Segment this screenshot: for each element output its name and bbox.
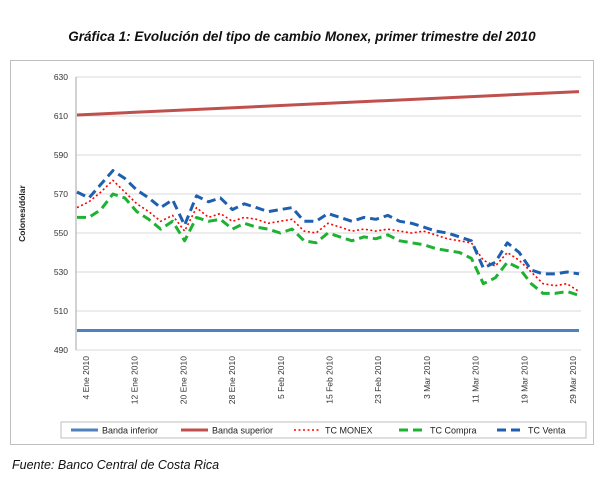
y-tick-label: 630 [54, 72, 68, 82]
x-tick-label: 20 Ene 2010 [178, 356, 188, 404]
y-axis-ticks: 490 510 530 550 570 590 610 630 [54, 72, 68, 355]
y-tick-label: 610 [54, 111, 68, 121]
x-tick-label: 29 Mar 2010 [568, 356, 578, 404]
legend-box [60, 421, 587, 439]
x-tick-label: 19 Mar 2010 [519, 356, 529, 404]
series-line-banda-superior [76, 90, 580, 117]
x-tick-label: 28 Ene 2010 [227, 356, 237, 404]
x-tick-label: 12 Ene 2010 [130, 356, 140, 404]
source-note: Fuente: Banco Central de Costa Rica [12, 458, 220, 472]
x-tick-label: 23 Feb 2010 [373, 356, 383, 404]
legend-label: Banda superior [212, 426, 273, 436]
y-tick-label: 490 [54, 345, 68, 355]
y-tick-label: 550 [54, 228, 68, 238]
x-tick-label: 4 Ene 2010 [81, 356, 91, 400]
legend-label: TC MONEX [325, 426, 373, 436]
series-line-tc-venta [76, 169, 580, 276]
legend-label: TC Venta [528, 426, 566, 436]
y-axis-title: Colones/dólar [17, 184, 27, 241]
x-tick-label: 15 Feb 2010 [325, 356, 335, 404]
chart-title: Gráfica 1: Evolución del tipo de cambio … [68, 29, 536, 44]
exchange-rate-chart: 490 510 530 550 570 590 610 630 4 Ene 2010 12 En… [17, 72, 587, 439]
series-lines [76, 90, 580, 332]
y-tick-label: 510 [54, 306, 68, 316]
legend-label: TC Compra [430, 426, 477, 436]
x-tick-label: 11 Mar 2010 [471, 356, 481, 403]
y-tick-label: 590 [54, 150, 68, 160]
x-tick-label: 5 Feb 2010 [276, 356, 286, 399]
legend: Banda inferior Banda superior TC MONEX TC C… [60, 421, 587, 439]
series-line-tc-compra [77, 192, 580, 297]
y-tick-label: 570 [54, 189, 68, 199]
gridlines [75, 76, 581, 351]
chart-frame: 490 510 530 550 570 590 610 630 4 Ene 2010 12 En… [10, 60, 594, 445]
x-axis-ticks: 4 Ene 2010 12 Ene 2010 20 Ene 2010 28 Ene 2… [81, 356, 578, 404]
legend-label: Banda inferior [102, 426, 158, 436]
x-tick-label: 3 Mar 2010 [422, 356, 432, 399]
y-tick-label: 530 [54, 267, 68, 277]
series-line-tc-monex [76, 179, 580, 293]
